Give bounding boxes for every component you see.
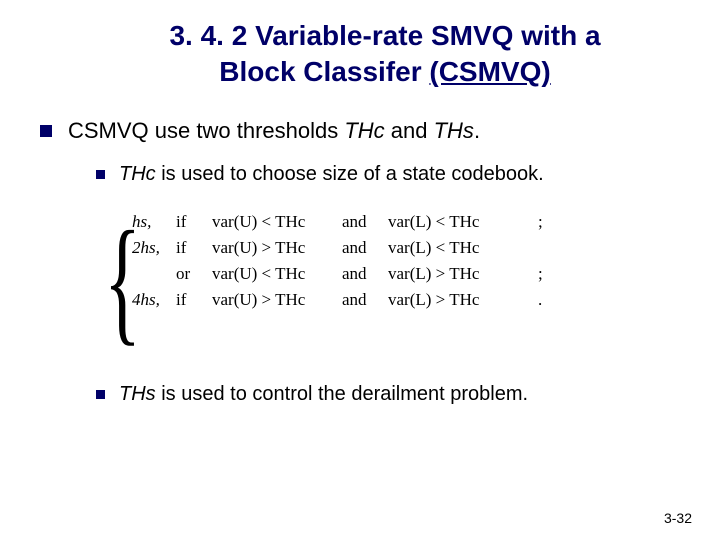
slide-content: CSMVQ use two thresholds THc and THs. TH… <box>0 99 720 432</box>
slide-header: 3. 4. 2 Variable-rate SMVQ with a Block … <box>0 0 720 99</box>
title-line-2-a: Block Classifer <box>219 56 429 87</box>
main-text-pre: CSMVQ use two thresholds <box>68 118 344 143</box>
bullet-square-icon <box>96 170 105 179</box>
main-ths: THs <box>434 118 474 143</box>
page-number: 3-32 <box>664 510 692 526</box>
case-row-1: hs, if var(U) < THc and var(L) < THc ; <box>132 209 543 235</box>
sub-bullet-1-text: THc is used to choose size of a state co… <box>119 161 544 187</box>
bullet-square-icon <box>96 390 105 399</box>
sub-bullet-2: THs is used to control the derailment pr… <box>96 381 690 407</box>
sub1-rest: is used to choose size of a state codebo… <box>156 163 544 185</box>
sub2-ths: THs <box>119 383 156 405</box>
sub1-thc: THc <box>119 163 156 185</box>
title-line-2-b: (CSMVQ) <box>429 56 550 87</box>
formula-block: { hs, if var(U) < THc and var(L) < THc ;… <box>104 201 690 361</box>
sub-bullet-2-text: THs is used to control the derailment pr… <box>119 381 528 407</box>
case-row-2b: or var(U) < THc and var(L) > THc ; <box>132 261 543 287</box>
sub-bullet-list: THc is used to choose size of a state co… <box>96 161 690 407</box>
main-bullet: CSMVQ use two thresholds THc and THs. <box>40 117 690 146</box>
case-row-3: 4hs, if var(U) > THc and var(L) > THc . <box>132 287 543 313</box>
formula-cases: hs, if var(U) < THc and var(L) < THc ; 2… <box>132 209 543 313</box>
main-bullet-text: CSMVQ use two thresholds THc and THs. <box>68 117 480 146</box>
slide-title: 3. 4. 2 Variable-rate SMVQ with a Block … <box>90 18 680 91</box>
main-thc: THc <box>344 118 384 143</box>
main-text-post: . <box>474 118 480 143</box>
main-text-mid: and <box>385 118 434 143</box>
bullet-square-icon <box>40 125 52 137</box>
sub2-rest: is used to control the derailment proble… <box>156 383 528 405</box>
sub-bullet-1: THc is used to choose size of a state co… <box>96 161 690 187</box>
title-line-1: 3. 4. 2 Variable-rate SMVQ with a <box>169 20 600 51</box>
case-row-2a: 2hs, if var(U) > THc and var(L) < THc <box>132 235 543 261</box>
